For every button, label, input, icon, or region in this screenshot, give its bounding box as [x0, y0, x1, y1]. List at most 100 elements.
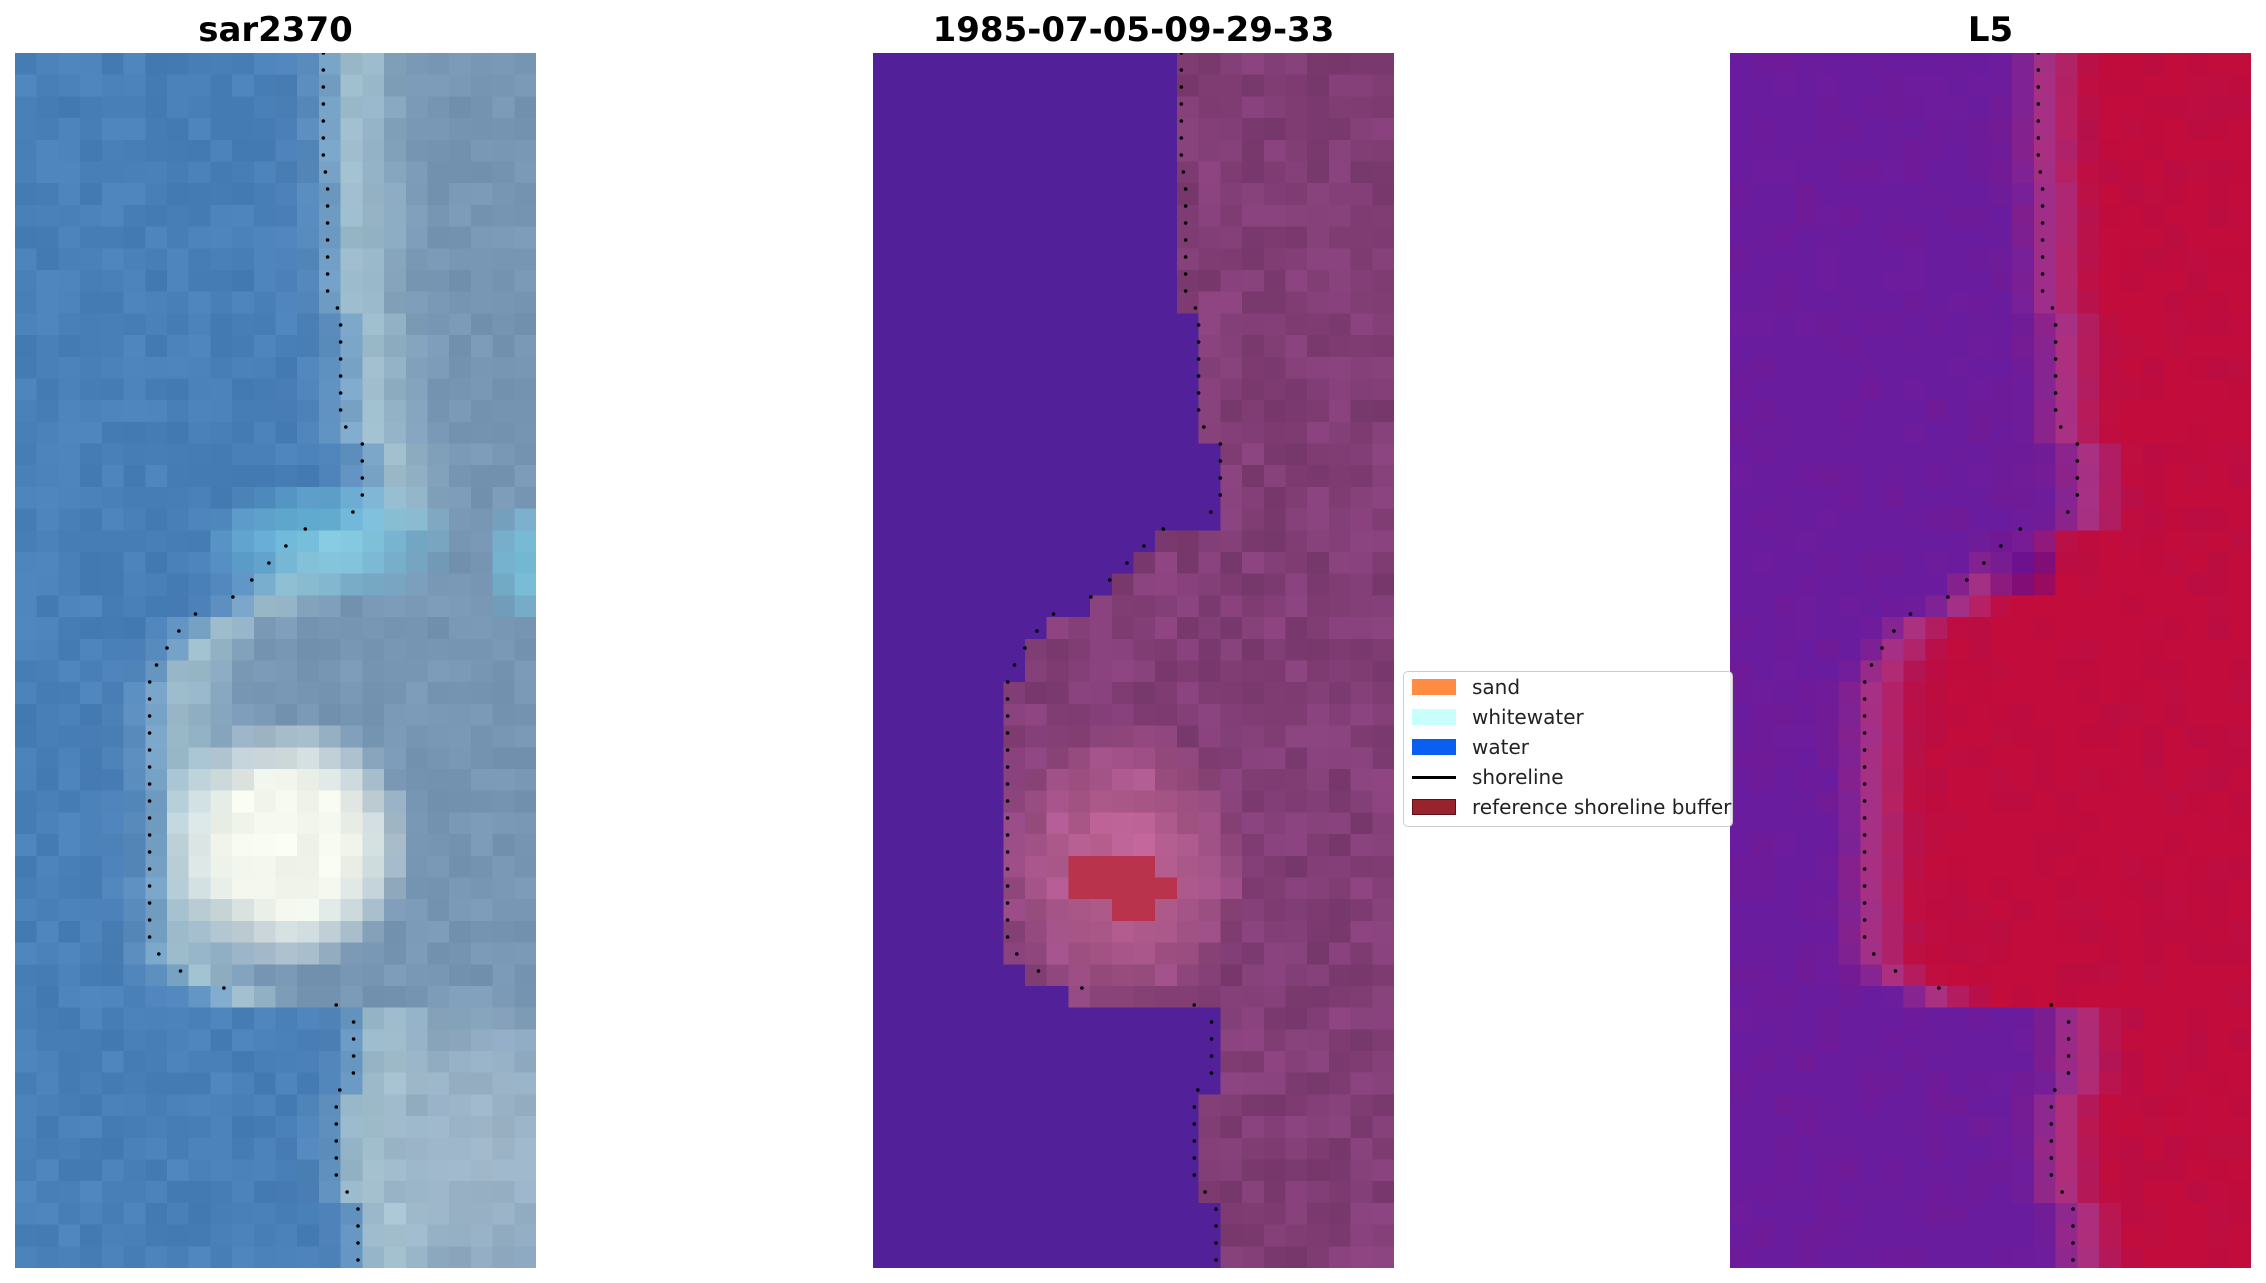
shoreline-dot: [193, 612, 198, 616]
legend: sand whitewater water shoreline referenc…: [1403, 671, 1733, 827]
shoreline-dot: [1196, 357, 1201, 361]
shoreline-overlay: [1005, 53, 1223, 1262]
shoreline-dot: [360, 442, 365, 446]
shoreline-dot: [1005, 884, 1010, 888]
shoreline-dot: [2049, 1173, 2054, 1177]
panel-title-index: L5: [1967, 10, 2014, 50]
shoreline-dot: [2075, 476, 2080, 480]
shoreline-dot: [2066, 1054, 2071, 1058]
shoreline-dot: [1125, 561, 1129, 565]
shoreline-overlay: [1862, 53, 2080, 1262]
whitewater-swatch: [1412, 709, 1456, 725]
shoreline-dot: [2036, 136, 2041, 140]
shoreline-dot: [2071, 1224, 2075, 1228]
shoreline-dot: [2066, 1037, 2071, 1041]
shoreline-dot: [2040, 187, 2045, 191]
shoreline-dot: [351, 1020, 356, 1024]
shoreline-dot: [338, 1088, 342, 1092]
shoreline-dot: [1183, 221, 1188, 225]
shoreline-dot: [2075, 459, 2080, 463]
shoreline-dot: [1982, 561, 1986, 565]
shoreline-dot: [147, 816, 152, 820]
shoreline-dot: [1179, 136, 1184, 140]
shoreline-dot: [165, 646, 169, 650]
shoreline-dot: [338, 374, 343, 378]
shoreline-dot: [1005, 765, 1010, 769]
shoreline-dot: [147, 901, 152, 905]
shoreline-dot: [154, 663, 159, 667]
shoreline-dot: [1036, 969, 1041, 973]
legend-item-buffer: reference shoreline buffer: [1412, 793, 1731, 821]
shoreline-dot: [1218, 459, 1223, 463]
shoreline-overlay: [147, 53, 365, 1262]
shoreline-dot: [1196, 340, 1201, 344]
shoreline-dot: [1862, 799, 1867, 803]
shoreline-dot: [1862, 867, 1867, 871]
shoreline-dot: [1862, 748, 1867, 752]
classified-image: [873, 53, 1394, 1268]
shoreline-dot: [1192, 1105, 1197, 1109]
shoreline-dot: [2075, 442, 2080, 446]
shoreline-dot: [1999, 544, 2003, 548]
shoreline-dot: [1214, 1224, 1218, 1228]
shoreline-dot: [1183, 255, 1188, 259]
shoreline-dot: [1179, 102, 1184, 106]
shoreline-dot: [360, 476, 365, 480]
shoreline-dot: [1183, 289, 1188, 293]
shoreline-dot: [1862, 901, 1867, 905]
legend-label: whitewater: [1472, 705, 1584, 729]
shoreline-dot: [2036, 153, 2041, 157]
shoreline-dot: [1965, 578, 1969, 582]
shoreline-dot: [1192, 1003, 1196, 1007]
shoreline-dot: [2053, 408, 2058, 412]
shoreline-dot: [1142, 544, 1146, 548]
shoreline-dot: [2071, 1241, 2075, 1245]
sand-swatch: [1412, 679, 1456, 695]
shoreline-dot: [147, 850, 152, 854]
shoreline-dot: [351, 510, 355, 514]
buffer-swatch: [1412, 799, 1456, 815]
shoreline-dot: [334, 1003, 339, 1007]
shoreline-dot: [1005, 680, 1010, 684]
shoreline-dot: [1035, 629, 1039, 633]
shoreline-dot: [321, 136, 326, 140]
shoreline-dot: [2071, 1207, 2075, 1211]
legend-item-sand: sand: [1412, 673, 1520, 701]
shoreline-dot: [147, 748, 152, 752]
panel-title-classified: 1985-07-05-09-29-33: [932, 10, 1335, 50]
shoreline-dot: [147, 799, 152, 803]
shoreline-dot: [1862, 884, 1867, 888]
shoreline-dot: [334, 1139, 339, 1143]
shoreline-dot: [1862, 918, 1867, 922]
shoreline-dot: [1005, 850, 1010, 854]
shoreline-dot: [231, 595, 235, 599]
shoreline-dot: [1108, 578, 1112, 582]
shoreline-dot: [1893, 969, 1898, 973]
shoreline-dot: [321, 85, 326, 89]
shoreline-dot: [1179, 68, 1184, 72]
legend-label: shoreline: [1472, 765, 1564, 789]
shoreline-dot: [2036, 119, 2041, 123]
shoreline-dot: [147, 782, 152, 786]
legend-item-water: water: [1412, 733, 1529, 761]
shoreline-dot: [2053, 340, 2058, 344]
shoreline-dot: [1214, 1207, 1218, 1211]
shoreline-dot: [1937, 986, 1941, 990]
index-image-panel: [1730, 53, 2251, 1268]
shoreline-dot: [321, 153, 326, 157]
shoreline-dot: [1862, 782, 1867, 786]
shoreline-dot: [1196, 374, 1201, 378]
shoreline-dot: [147, 833, 152, 837]
shoreline-dot: [2049, 1122, 2054, 1126]
shoreline-dot: [1209, 1037, 1214, 1041]
shoreline-dot: [356, 1207, 360, 1211]
shoreline-dot: [2049, 1105, 2054, 1109]
shoreline-dot: [157, 952, 161, 956]
shoreline-dot: [1218, 442, 1223, 446]
shoreline-dot: [1880, 646, 1884, 650]
shoreline-dot: [1193, 306, 1198, 310]
shoreline-dot: [325, 255, 330, 259]
shoreline-dot: [1862, 850, 1867, 854]
shoreline-dot: [1218, 476, 1223, 480]
rgb-image-panel: [15, 53, 536, 1268]
